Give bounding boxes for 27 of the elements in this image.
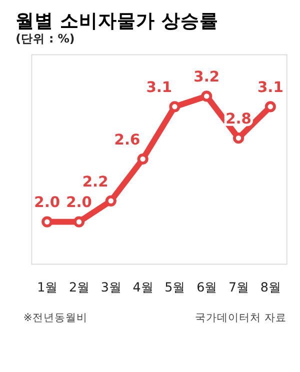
- chart-title: 월별 소비자물가 상승률: [16, 11, 218, 32]
- chart-subtitle: (단위 : %): [16, 32, 75, 46]
- x-tick-label: 3월: [100, 279, 122, 294]
- data-label: 2.2: [82, 173, 108, 190]
- data-label: 2.0: [34, 194, 60, 212]
- point: [201, 90, 212, 102]
- x-tick-label: 2월: [68, 279, 90, 294]
- x-tick-label: 7월: [228, 279, 250, 294]
- point: [169, 101, 180, 112]
- point: [105, 195, 116, 206]
- point: [137, 153, 148, 165]
- x-tick-label: 4월: [132, 279, 154, 294]
- point: [73, 216, 85, 228]
- data-label: 2.0: [66, 194, 92, 212]
- point: [42, 216, 53, 228]
- point: [264, 101, 276, 112]
- x-tick-label: 5월: [164, 279, 186, 294]
- data-label: 3.1: [146, 79, 172, 96]
- data-label: 3.2: [194, 68, 220, 86]
- point: [232, 132, 244, 144]
- x-tick-label: 8월: [260, 279, 282, 294]
- data-label: 3.1: [257, 79, 284, 96]
- text: ※전년동월비: [23, 311, 88, 324]
- x-tick-label: 6월: [196, 279, 218, 294]
- text: 국가데이터처 자료: [194, 311, 286, 324]
- x-tick-label: 1월: [37, 279, 58, 294]
- data-label: 2.6: [114, 131, 140, 148]
